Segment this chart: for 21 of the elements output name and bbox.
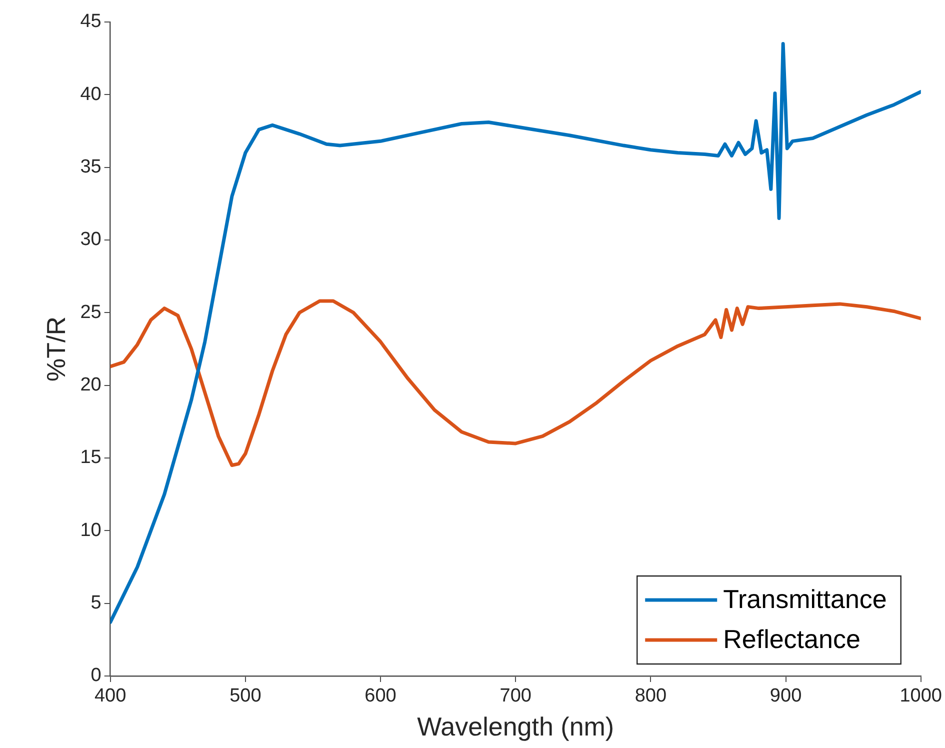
x-axis-title: Wavelength (nm) [417, 712, 614, 742]
y-tick-label: 0 [90, 665, 102, 686]
y-tick-label: 20 [80, 374, 102, 396]
y-tick-label: 35 [80, 156, 102, 178]
x-tick-label: 500 [230, 686, 262, 707]
y-tick-label: 30 [80, 229, 102, 250]
x-tick-label: 800 [634, 686, 667, 707]
legend-label: Transmittance [723, 584, 887, 614]
y-tick-label: 25 [80, 302, 102, 323]
y-axis-title: %T/R [40, 316, 71, 382]
x-tick-label: 700 [500, 686, 532, 707]
x-tick-label: 400 [94, 686, 126, 707]
y-tick-label: 40 [80, 84, 102, 105]
x-tick-label: 900 [770, 686, 802, 707]
y-tick-label: 45 [80, 11, 102, 32]
x-tick-label: 600 [364, 686, 396, 707]
legend-label: Reflectance [723, 624, 860, 654]
y-tick-label: 10 [80, 520, 102, 541]
y-tick-label: 15 [80, 447, 102, 468]
x-tick-label: 1000 [900, 686, 942, 707]
y-tick-label: 5 [90, 592, 102, 614]
